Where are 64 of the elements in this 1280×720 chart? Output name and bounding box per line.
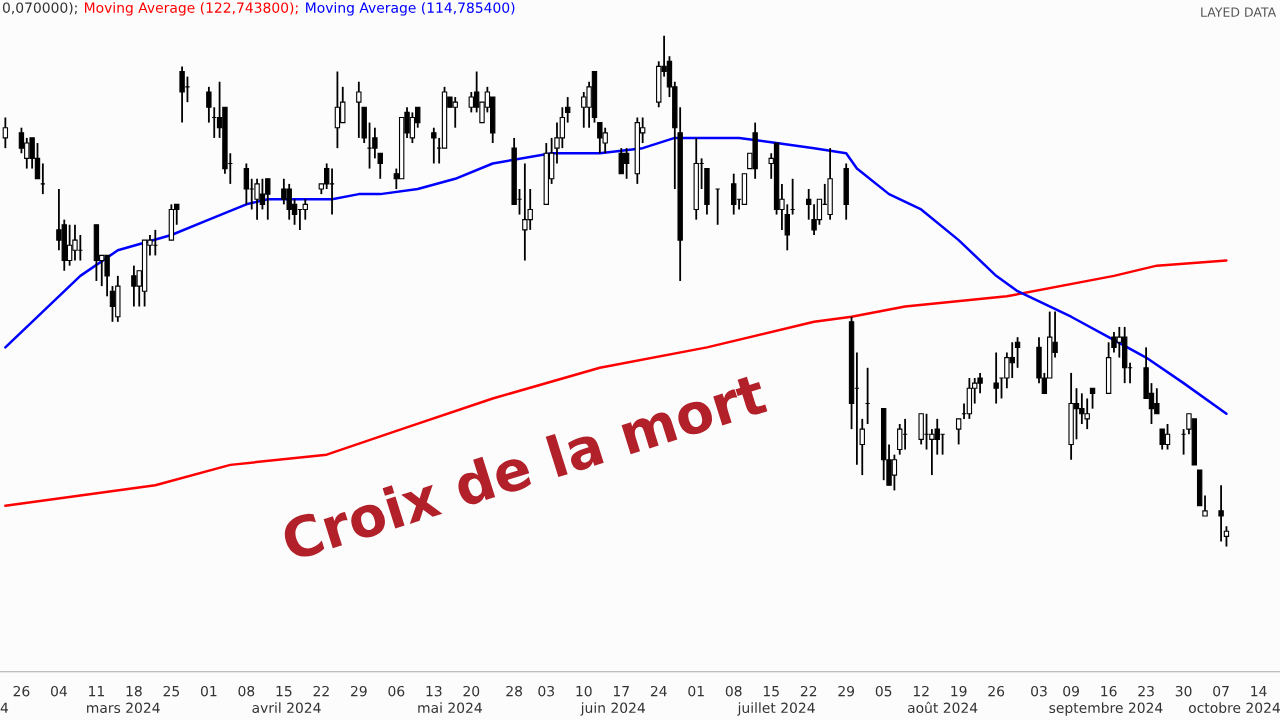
x-tick-label: 05	[875, 685, 892, 697]
x-tick-label: 06	[388, 685, 405, 697]
candlestick	[243, 162, 250, 206]
x-tick-label: 13	[426, 685, 442, 697]
candlestick	[431, 126, 437, 165]
x-tick-label: 22	[313, 685, 329, 697]
candlestick	[955, 417, 962, 446]
candlestick	[323, 162, 330, 190]
candlestick	[1223, 525, 1230, 548]
x-tick-label: 19	[951, 685, 967, 697]
x-tick-label: 12	[913, 685, 929, 697]
x-tick-label: 08	[238, 685, 255, 697]
text: avril 2024	[252, 702, 321, 714]
text: mai 2024	[418, 702, 482, 714]
x-tick-label: 01	[688, 685, 704, 697]
x-tick-label: 15	[763, 686, 779, 697]
x-tick-label: 18	[126, 685, 142, 697]
x-tick-label: 26	[13, 685, 30, 697]
text: Moving Average (122,743800);	[84, 2, 298, 16]
x-tick-label: 03	[538, 685, 554, 697]
candlestick	[1202, 494, 1208, 517]
x-tick-label: 14	[1251, 686, 1267, 697]
x-tick-label: 15	[276, 686, 292, 697]
candlestick	[302, 198, 308, 221]
x-tick-label: 29	[351, 685, 367, 697]
x-tick-label: 03	[1031, 685, 1047, 697]
text: 0,070000);	[2, 2, 77, 15]
x-tick-label: 17	[613, 686, 629, 697]
x-tick-label: 23	[1138, 685, 1154, 697]
candlestick	[1218, 484, 1224, 543]
x-tick-label: 25	[163, 685, 179, 697]
x-tick-label: 10	[576, 685, 592, 697]
candlestick	[897, 423, 903, 456]
x-tick-label: 08	[725, 685, 742, 697]
text: septembre 2024	[1049, 702, 1163, 716]
x-tick-label: 20	[463, 685, 480, 697]
x-tick-label: 29	[838, 685, 855, 697]
x-tick-label: 04	[50, 685, 67, 697]
x-tick-label: 24	[650, 685, 667, 697]
text: octobre 2024	[1188, 702, 1280, 714]
text: mars 2024	[87, 702, 160, 714]
candlestick	[2, 116, 9, 150]
candlestick	[18, 126, 25, 155]
x-tick-label: 01	[200, 685, 217, 697]
x-tick-label: 16	[1101, 685, 1117, 697]
x-tick-label: 07	[1213, 685, 1229, 697]
x-tick-label: 22	[800, 685, 817, 697]
candlestick	[993, 351, 999, 405]
x-tick-label: 30	[1175, 685, 1192, 697]
candlestick	[731, 172, 737, 216]
text: juillet 2024	[737, 702, 815, 716]
candlestick	[565, 96, 571, 124]
candlestick	[1014, 336, 1021, 369]
x-tick-label: 11	[89, 686, 104, 697]
text: LAYED DATA	[1201, 7, 1277, 17]
x-tick-label: 26	[988, 685, 1005, 697]
text: Moving Average (114,785400)	[306, 2, 515, 16]
text: Croix de la mort	[279, 370, 769, 562]
text: août 2024	[907, 701, 978, 714]
candlestick	[1089, 387, 1096, 410]
text: 4	[0, 702, 9, 713]
x-tick-label: 28	[506, 685, 523, 697]
x-tick-label: 09	[1063, 685, 1079, 697]
text: juin 2024	[580, 702, 645, 716]
